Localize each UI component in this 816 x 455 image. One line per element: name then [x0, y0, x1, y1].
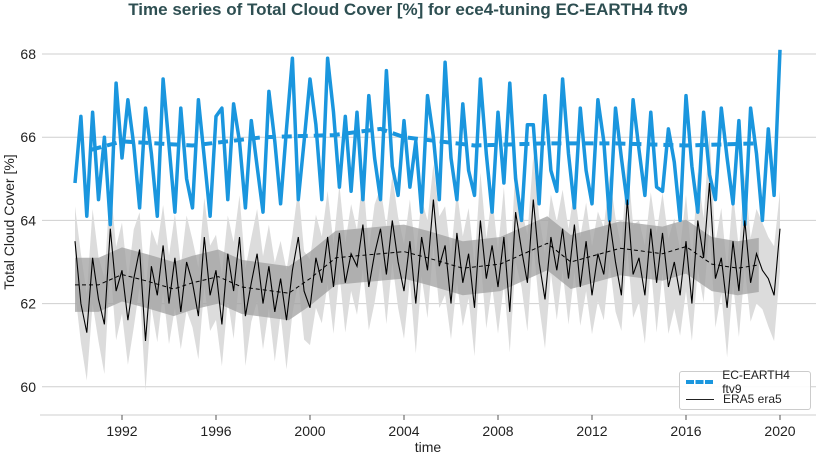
x-tick-label: 2004	[388, 423, 419, 439]
legend-label: ERA5 era5	[723, 392, 782, 406]
y-tick-label: 66	[20, 129, 36, 145]
legend-item-ec-earth4: EC-EARTH4 ftv9	[686, 368, 810, 396]
chart-title: Time series of Total Cloud Cover [%] for…	[128, 0, 688, 19]
x-axis-label: time	[415, 439, 442, 455]
x-tick-label: 2020	[764, 423, 795, 439]
legend-item-era5: ERA5 era5	[686, 391, 782, 407]
x-tick-label: 1992	[106, 423, 137, 439]
legend-label: EC-EARTH4 ftv9	[722, 368, 790, 396]
x-tick-label: 1996	[200, 423, 231, 439]
era5-std-band	[75, 216, 759, 321]
y-axis-label: Total Cloud Cover [%]	[1, 154, 17, 289]
x-tick-label: 2000	[294, 423, 325, 439]
era5-trend-line	[75, 242, 759, 294]
x-tick-label: 2012	[576, 423, 607, 439]
y-tick-label: 60	[20, 379, 36, 395]
y-tick-label: 68	[20, 46, 36, 62]
legend-swatch-dashed-blue	[686, 380, 714, 384]
legend-swatch-black-line	[686, 398, 714, 400]
y-tick-label: 62	[20, 296, 36, 312]
x-tick-label: 2016	[670, 423, 701, 439]
legend: EC-EARTH4 ftv9 ERA5 era5	[679, 368, 811, 410]
y-tick-label: 64	[20, 212, 36, 228]
ec-earth4-series-line	[73, 49, 782, 227]
x-tick-label: 2008	[482, 423, 513, 439]
